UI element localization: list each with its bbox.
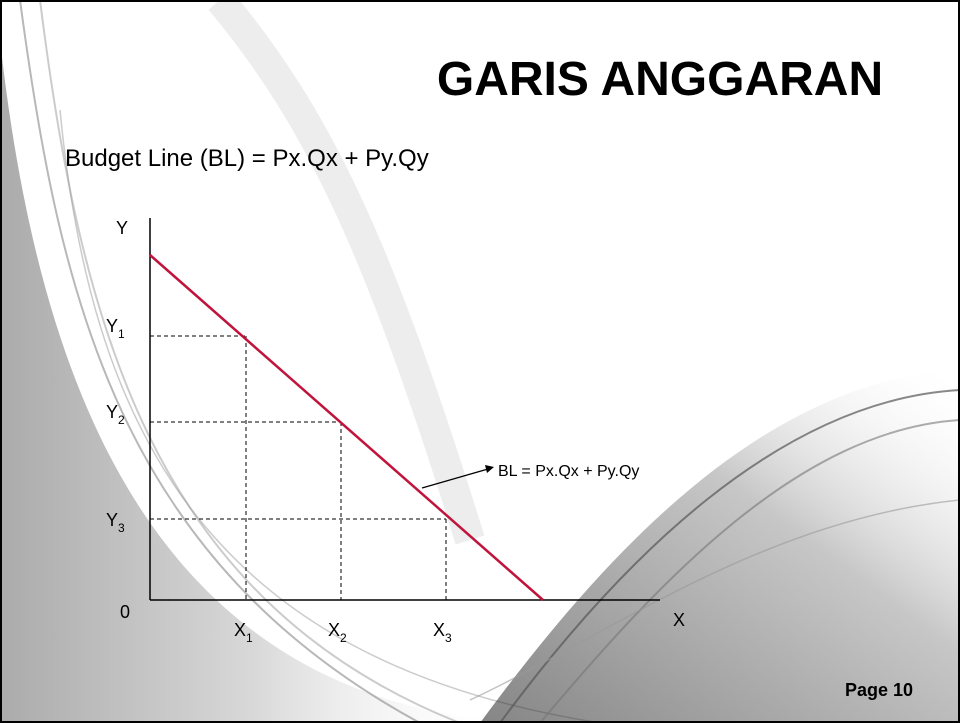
y-point-label: Y2	[106, 402, 125, 427]
x-point-label: X3	[433, 620, 452, 645]
page-number: Page 10	[845, 680, 913, 700]
title: GARIS ANGGARAN	[437, 53, 883, 106]
x-axis-label: X	[673, 610, 685, 630]
y-axis-label: Y	[116, 218, 128, 238]
axes	[149, 218, 660, 601]
subtitle: Budget Line (BL) = Px.Qx + Py.Qy	[65, 145, 429, 172]
arrow	[421, 468, 489, 489]
y-point-label: Y1	[106, 316, 125, 341]
labels: Y X 0 Y1 Y2 Y3 X1 X2 X3 BL = Px.Qx + Py.…	[106, 218, 685, 645]
x-point-label: X1	[234, 620, 253, 645]
line-label: BL = Px.Qx + Py.Qy	[498, 463, 639, 480]
arrow-head	[485, 465, 494, 473]
x-point-label: X2	[328, 620, 347, 645]
y-point-label: Y3	[106, 510, 125, 535]
origin-label: 0	[120, 602, 130, 622]
budget-line	[149, 254, 544, 601]
guides	[150, 335, 447, 600]
